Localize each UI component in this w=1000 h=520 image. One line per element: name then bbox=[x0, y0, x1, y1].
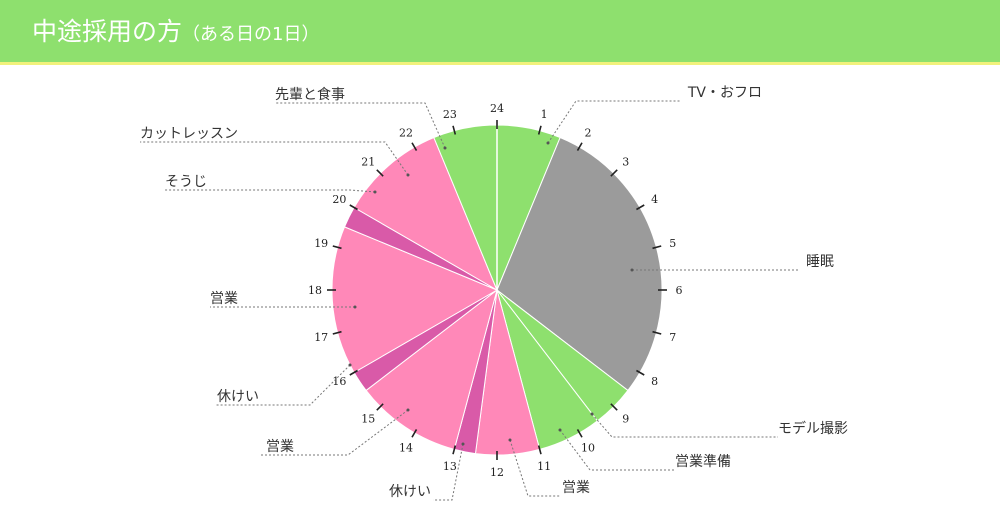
hour-label-18: 18 bbox=[308, 284, 322, 297]
callout-4-dot bbox=[558, 428, 562, 432]
hour-tick-20 bbox=[349, 204, 358, 211]
callout-5-label: 営業 bbox=[562, 480, 590, 496]
callout-1-dot bbox=[546, 141, 550, 145]
callout-12-leader bbox=[275, 102, 446, 149]
callout-12-dot bbox=[443, 146, 447, 150]
hour-tick-7 bbox=[652, 330, 662, 335]
hour-label-4: 4 bbox=[651, 193, 658, 206]
hour-label-10: 10 bbox=[581, 442, 595, 455]
title-main: 中途採用の方 bbox=[32, 17, 183, 46]
callout-4-label: 営業準備 bbox=[675, 454, 731, 470]
hour-label-11: 11 bbox=[537, 460, 551, 473]
pie-slice-7 bbox=[365, 288, 498, 450]
hour-label-12: 12 bbox=[490, 466, 504, 479]
callout-9-dot bbox=[353, 305, 357, 309]
hour-label-20: 20 bbox=[332, 193, 346, 206]
hour-label-6: 6 bbox=[676, 284, 683, 297]
callout-8-leader bbox=[215, 364, 351, 406]
hour-label-2: 2 bbox=[585, 126, 592, 139]
hour-label-17: 17 bbox=[314, 331, 328, 344]
hour-label-24: 24 bbox=[490, 102, 504, 115]
callout-11-dot bbox=[406, 173, 410, 177]
hour-tick-22 bbox=[411, 142, 418, 151]
hour-label-7: 7 bbox=[669, 331, 676, 344]
callout-3-label: モデル撮影 bbox=[778, 420, 848, 437]
hour-label-5: 5 bbox=[669, 237, 676, 250]
callout-8-dot bbox=[348, 363, 352, 367]
callout-8-label: 休けい bbox=[217, 389, 259, 405]
callout-1-leader bbox=[547, 100, 680, 144]
hour-tick-11 bbox=[537, 445, 542, 455]
page-title: 中途採用の方（ある日の1日） bbox=[32, 12, 319, 48]
hour-tick-1 bbox=[537, 125, 542, 135]
hour-label-21: 21 bbox=[361, 155, 375, 168]
callout-2-dot bbox=[630, 268, 634, 272]
callout-1-label: TV・おフロ bbox=[687, 85, 762, 101]
callout-9-label: 営業 bbox=[210, 291, 238, 307]
hour-tick-3 bbox=[610, 169, 618, 177]
callout-3-leader bbox=[591, 413, 778, 438]
callout-6-label: 休けい bbox=[389, 484, 431, 500]
callout-11-leader bbox=[140, 141, 409, 176]
hour-label-3: 3 bbox=[622, 155, 629, 168]
hour-label-15: 15 bbox=[361, 413, 375, 426]
hour-label-19: 19 bbox=[314, 237, 328, 250]
hour-label-8: 8 bbox=[651, 375, 658, 388]
hour-tick-8 bbox=[636, 369, 645, 376]
hour-tick-14 bbox=[411, 429, 418, 438]
hour-label-16: 16 bbox=[332, 375, 346, 388]
title-subtitle: （ある日の1日） bbox=[182, 24, 320, 45]
callout-7-leader bbox=[260, 409, 409, 456]
hour-tick-17 bbox=[332, 330, 342, 335]
hour-label-23: 23 bbox=[443, 108, 457, 121]
callout-7-dot bbox=[406, 408, 410, 412]
hour-label-13: 13 bbox=[443, 460, 457, 473]
header-underline bbox=[0, 62, 1000, 65]
callout-5-dot bbox=[508, 438, 512, 442]
callout-2-label: 睡眠 bbox=[806, 254, 834, 270]
callout-6-dot bbox=[461, 442, 465, 446]
hour-tick-4 bbox=[636, 204, 645, 211]
hour-label-22: 22 bbox=[399, 126, 413, 139]
hour-tick-21 bbox=[376, 169, 384, 177]
hour-tick-13 bbox=[452, 445, 457, 455]
hour-tick-16 bbox=[349, 369, 358, 376]
hour-label-9: 9 bbox=[622, 413, 629, 426]
pie-slice-11 bbox=[353, 136, 499, 292]
hour-tick-23 bbox=[452, 125, 457, 135]
hour-tick-19 bbox=[332, 245, 342, 250]
pie-slice-9 bbox=[331, 226, 499, 374]
header-bar bbox=[0, 0, 1000, 62]
callout-10-dot bbox=[373, 190, 377, 194]
callout-5-leader bbox=[509, 439, 560, 497]
callout-12-label: 先輩と食事 bbox=[275, 86, 345, 103]
hour-tick-5 bbox=[652, 245, 662, 250]
callout-10-leader bbox=[165, 189, 376, 193]
hour-label-1: 1 bbox=[541, 108, 548, 121]
callout-3-dot bbox=[590, 412, 594, 416]
hour-label-14: 14 bbox=[399, 442, 413, 455]
hour-tick-2 bbox=[576, 142, 583, 151]
callout-4-leader bbox=[559, 429, 675, 471]
callout-6-leader bbox=[433, 443, 464, 501]
hour-tick-9 bbox=[610, 403, 618, 411]
callout-7-label: 営業 bbox=[266, 439, 294, 455]
callout-11-label: カットレッスン bbox=[140, 126, 238, 142]
hour-tick-15 bbox=[376, 403, 384, 411]
callout-10-label: そうじ bbox=[165, 174, 207, 190]
hour-tick-10 bbox=[576, 429, 583, 438]
